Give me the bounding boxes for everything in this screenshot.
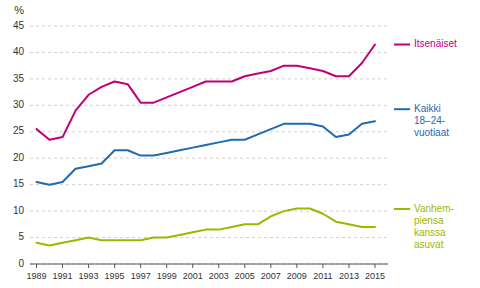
grid-line	[30, 26, 388, 27]
x-tick	[322, 264, 323, 268]
grid-line	[30, 78, 388, 79]
y-tick-label: 45	[13, 20, 25, 31]
grid-line	[30, 211, 388, 212]
chart: 051015202530354045%198919911993199519971…	[0, 0, 480, 288]
x-tick	[270, 264, 271, 268]
grid-line	[30, 131, 388, 132]
x-tick-label: 2007	[261, 271, 281, 281]
x-tick-label: 2011	[313, 271, 332, 281]
y-tick-label: 10	[13, 205, 25, 216]
series-line	[37, 121, 375, 184]
y-tick-label: 20	[13, 152, 25, 163]
grid-line	[30, 184, 388, 185]
grid-line	[30, 158, 388, 159]
y-axis-label: %	[14, 4, 24, 16]
grid-line	[30, 52, 388, 53]
legend-swatch	[394, 108, 410, 110]
legend-swatch	[394, 44, 410, 46]
lines	[37, 45, 375, 246]
y-tick-label: 40	[13, 46, 25, 57]
x-tick-label: 1995	[105, 271, 125, 281]
x-axis: 1989 1991 1993 1995 1997 1999 2001 2003 2005 2007…	[26, 264, 388, 281]
legend-swatch	[394, 208, 410, 210]
grid	[30, 26, 388, 264]
y-axis: 0 5 10 15 20 25 30 35 40 45	[13, 20, 25, 269]
x-tick-label: 2003	[209, 271, 229, 281]
x-tick-label: 1993	[79, 271, 99, 281]
legend-label: Itsenäiset	[414, 38, 457, 49]
x-tick	[140, 264, 141, 268]
legend-label: Vanhem-piensakanssaasuvat	[414, 203, 454, 250]
x-tick-label: 2001	[183, 271, 203, 281]
x-tick-label: 2013	[339, 271, 359, 281]
x-tick-label: 1991	[53, 271, 73, 281]
y-tick-label: 15	[13, 178, 25, 189]
grid-line	[30, 264, 388, 265]
x-tick	[348, 264, 349, 268]
x-tick	[296, 264, 297, 268]
x-tick-label: 1997	[131, 271, 151, 281]
x-tick	[374, 264, 375, 268]
legend: Itsenäiset Kaikki18–24-vuotiaat Vanhem-pie…	[394, 38, 457, 249]
x-tick	[244, 264, 245, 268]
x-tick	[36, 264, 37, 268]
x-tick-label: 2009	[287, 271, 307, 281]
x-tick-label: 1999	[157, 271, 177, 281]
y-tick-label: 0	[18, 258, 24, 269]
grid-line	[30, 105, 388, 106]
x-tick-label: 1989	[26, 271, 46, 281]
x-tick	[62, 264, 63, 268]
y-tick-label: 5	[18, 231, 24, 242]
x-tick	[218, 264, 219, 268]
y-tick-label: 35	[13, 73, 25, 84]
series-line	[37, 45, 375, 140]
x-tick-label: 2015	[365, 271, 385, 281]
x-tick-label: 2005	[235, 271, 255, 281]
x-tick	[192, 264, 193, 268]
series-line	[37, 208, 375, 245]
x-axis-line	[30, 264, 388, 265]
x-tick	[88, 264, 89, 268]
legend-label: Kaikki18–24-vuotiaat	[414, 103, 449, 138]
x-tick	[166, 264, 167, 268]
y-tick-label: 25	[13, 125, 25, 136]
x-tick	[114, 264, 115, 268]
y-tick-label: 30	[13, 99, 25, 110]
